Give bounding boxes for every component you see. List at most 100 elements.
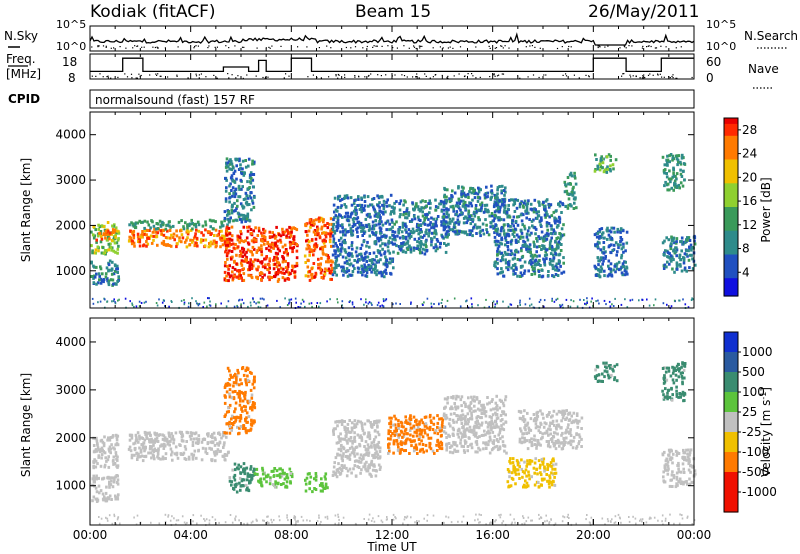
- noise-pixel: [236, 306, 239, 308]
- scatter-pixel: [252, 473, 255, 477]
- scatter-pixel: [134, 222, 137, 226]
- scatter-pixel: [328, 240, 332, 244]
- scatter-pixel: [228, 425, 232, 428]
- noise-pixel: [299, 306, 302, 309]
- scatter-pixel: [230, 417, 233, 421]
- scatter-pixel: [115, 481, 119, 484]
- scatter-pixel: [478, 225, 482, 229]
- scatter-pixel: [238, 403, 242, 407]
- scatter-pixel: [506, 207, 510, 211]
- scatter-pixel: [389, 227, 393, 231]
- scatter-pixel: [143, 232, 146, 236]
- scatter-pixel: [116, 271, 119, 274]
- nave-dot: [527, 76, 529, 78]
- scatter-pixel: [502, 229, 506, 233]
- noise-pixel: [135, 305, 138, 308]
- scatter-pixel: [599, 248, 603, 252]
- scatter-pixel: [208, 242, 211, 245]
- scatter-pixel: [233, 416, 236, 420]
- scatter-pixel: [143, 445, 147, 449]
- scatter-pixel: [502, 204, 506, 208]
- noise-search-dot: [177, 46, 179, 48]
- scatter-pixel: [403, 242, 407, 246]
- scatter-pixel: [308, 221, 312, 225]
- scatter-pixel: [213, 443, 217, 447]
- scatter-pixel: [95, 439, 99, 443]
- scatter-pixel: [344, 426, 347, 430]
- scatter-pixel: [361, 273, 364, 277]
- scatter-pixel: [308, 278, 312, 282]
- scatter-pixel: [359, 460, 363, 464]
- scatter-pixel: [138, 240, 142, 244]
- scatter-pixel: [249, 467, 252, 471]
- scatter-pixel: [675, 177, 678, 181]
- scatter-pixel: [375, 469, 378, 473]
- scatter-pixel: [168, 224, 171, 228]
- scatter-pixel: [242, 217, 245, 221]
- scatter-pixel: [212, 431, 216, 435]
- scatter-pixel: [194, 232, 197, 236]
- scatter-pixel: [191, 227, 194, 231]
- nave-dot: [429, 77, 431, 79]
- nave-dot: [657, 74, 659, 76]
- scatter-pixel: [419, 219, 422, 222]
- scatter-pixel: [321, 245, 325, 249]
- scatter-pixel: [375, 419, 379, 423]
- scatter-pixel: [405, 207, 409, 211]
- scatter-pixel: [366, 469, 370, 473]
- scatter-pixel: [236, 234, 239, 238]
- scatter-pixel: [674, 175, 677, 178]
- noise-pixel: [295, 522, 297, 525]
- noise-pixel: [324, 516, 327, 519]
- scatter-pixel: [476, 199, 480, 203]
- scatter-pixel: [532, 267, 536, 271]
- scatter-pixel: [402, 203, 405, 207]
- scatter-pixel: [423, 252, 427, 256]
- scatter-pixel: [443, 242, 446, 245]
- scatter-pixel: [599, 256, 603, 260]
- scatter-pixel: [234, 209, 237, 212]
- scatter-pixel: [220, 229, 223, 233]
- scatter-pixel: [93, 476, 97, 480]
- scatter-pixel: [675, 254, 678, 258]
- scatter-pixel: [146, 242, 150, 246]
- scatter-pixel: [107, 263, 111, 267]
- scatter-pixel: [168, 244, 171, 247]
- scatter-pixel: [504, 238, 508, 242]
- noise-pixel: [551, 299, 553, 302]
- scatter-pixel: [671, 267, 674, 271]
- scatter-pixel: [108, 494, 112, 498]
- scatter-pixel: [340, 455, 344, 459]
- noise-search-dot: [641, 47, 643, 49]
- scatter-pixel: [424, 213, 427, 217]
- scatter-pixel: [274, 236, 277, 240]
- noise-pixel: [509, 303, 512, 306]
- scatter-pixel: [351, 270, 355, 273]
- scatter-pixel: [487, 233, 491, 237]
- noise-search-dot: [136, 45, 138, 47]
- scatter-pixel: [511, 198, 515, 202]
- scatter-pixel: [159, 457, 162, 461]
- scatter-pixel: [614, 270, 617, 274]
- noise-pixel: [119, 522, 121, 525]
- scatter-pixel: [322, 274, 326, 278]
- scatter-pixel: [394, 238, 397, 242]
- scatter-pixel: [318, 236, 322, 240]
- scatter-pixel: [570, 191, 574, 194]
- scatter-pixel: [459, 199, 463, 203]
- scatter-pixel: [235, 164, 238, 168]
- scatter-pixel: [99, 265, 102, 269]
- noise-pixel: [238, 519, 240, 522]
- noise-search-dot: [265, 47, 267, 49]
- scatter-pixel: [116, 482, 120, 486]
- scatter-pixel: [252, 247, 256, 251]
- nave-dot: [652, 74, 654, 76]
- scatter-pixel: [206, 434, 210, 438]
- scatter-pixel: [232, 246, 236, 250]
- scatter-pixel: [687, 258, 691, 262]
- scatter-pixel: [508, 198, 511, 202]
- noise-pixel: [566, 516, 569, 518]
- scatter-pixel: [281, 255, 284, 258]
- scatter-pixel: [412, 246, 416, 250]
